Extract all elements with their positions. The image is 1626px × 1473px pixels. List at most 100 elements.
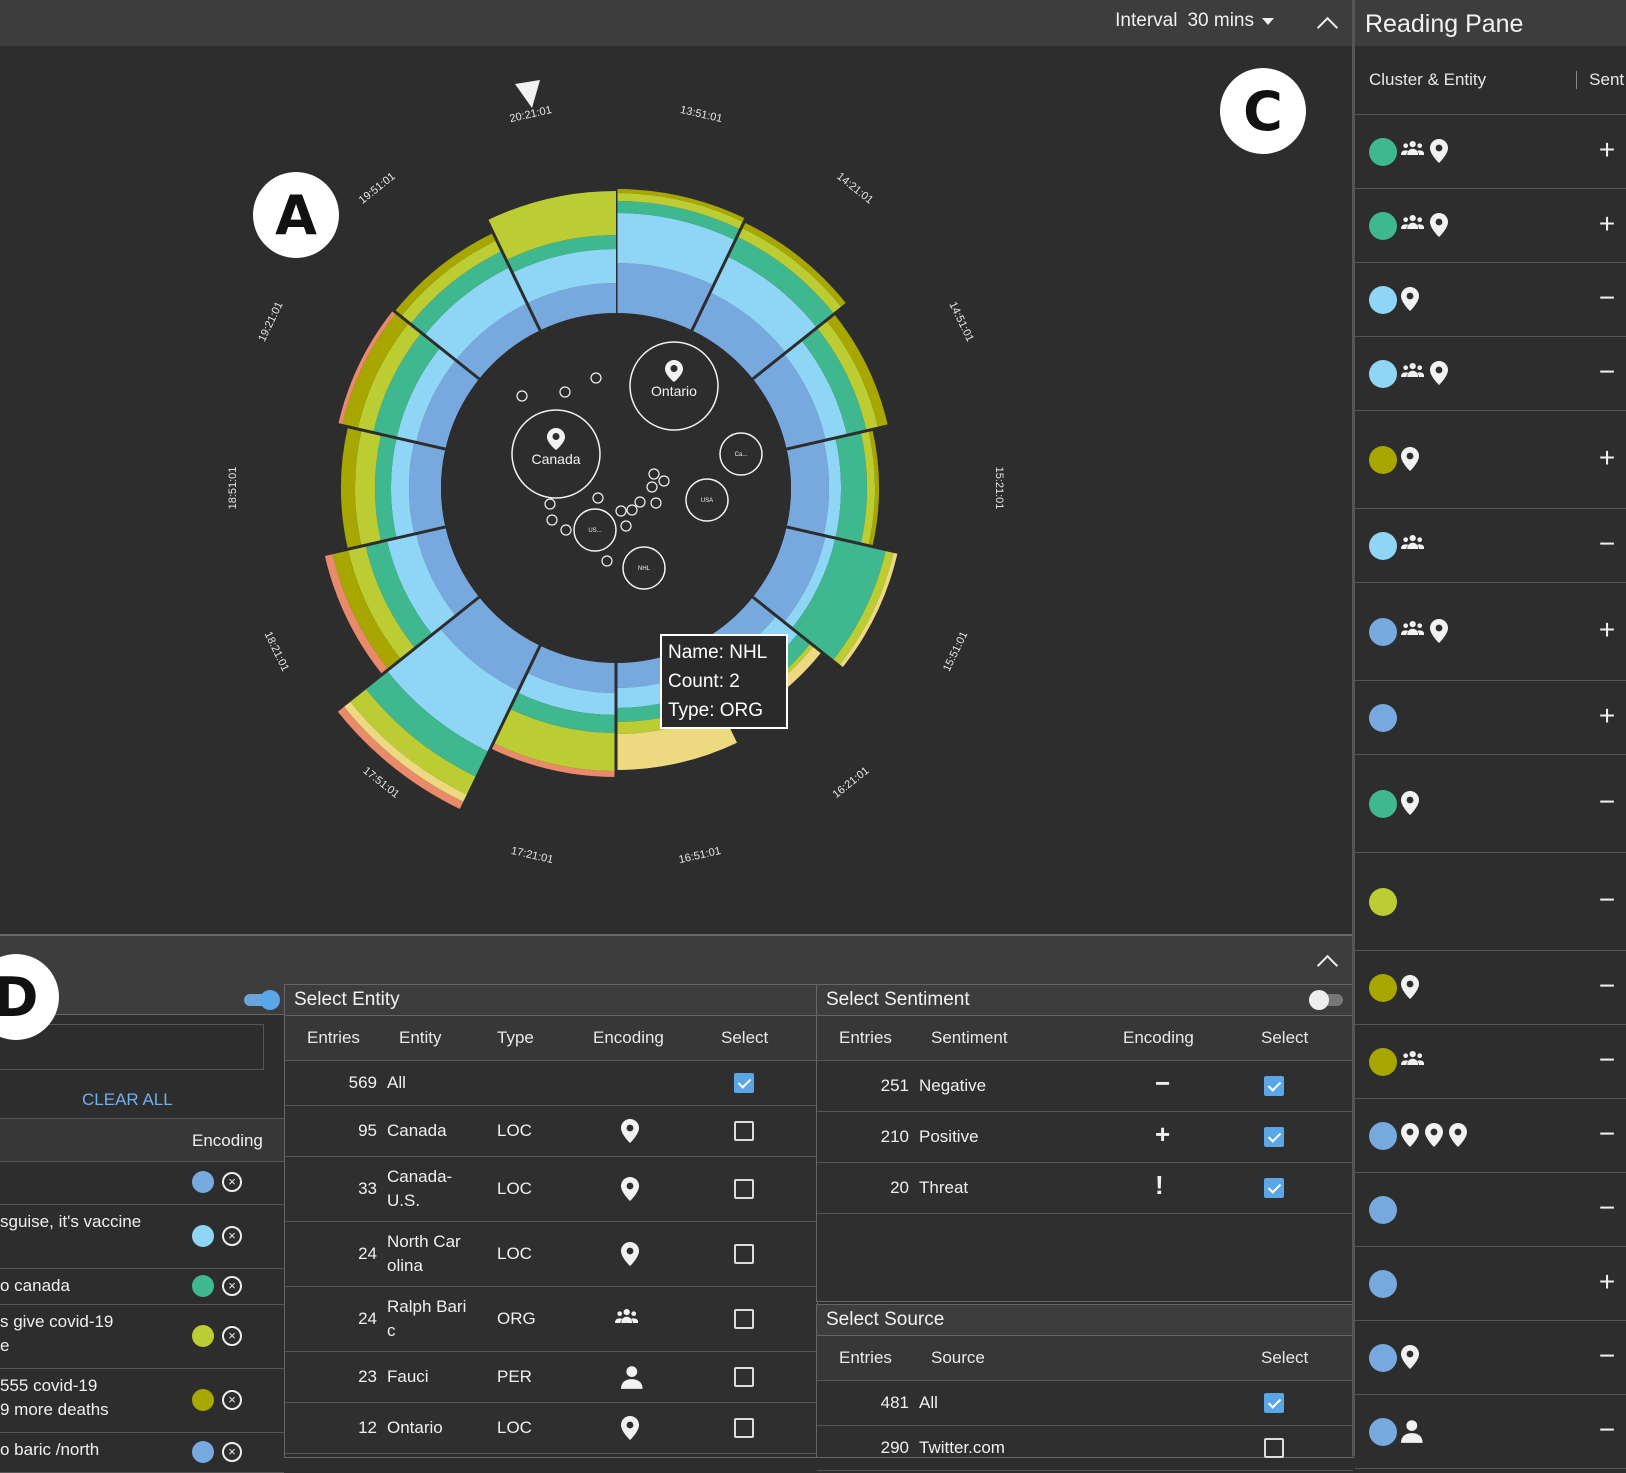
radial-segment[interactable] [691, 292, 786, 379]
sentiment-select-checkbox[interactable] [1264, 1127, 1284, 1147]
radial-segment[interactable] [517, 672, 616, 715]
entity-bubble-small[interactable] [546, 514, 558, 526]
entity-bubble-small[interactable] [590, 372, 602, 384]
radial-segment[interactable] [409, 441, 446, 535]
radial-segment[interactable] [616, 193, 744, 230]
sentiment-row[interactable]: 210 Positive + [817, 1112, 1353, 1163]
entity-row[interactable]: 12 Ontario LOC [285, 1403, 817, 1454]
radial-segment[interactable] [784, 340, 848, 441]
radial-segment[interactable] [860, 430, 875, 546]
reading-pane-row[interactable]: − [1355, 1321, 1626, 1395]
sentiment-select-checkbox[interactable] [1264, 1076, 1284, 1096]
entity-bubble[interactable]: NHL [622, 546, 666, 590]
radial-segment[interactable] [826, 314, 889, 429]
entity-bubble[interactable]: USA [685, 478, 729, 522]
reading-pane-row[interactable]: − [1355, 509, 1626, 583]
reading-pane-row[interactable]: + [1355, 411, 1626, 509]
radial-segment[interactable] [455, 303, 541, 379]
entity-bubble[interactable]: Canada [511, 409, 601, 499]
radial-segment[interactable] [727, 236, 835, 328]
cluster-row[interactable]: o baric /north × [0, 1432, 284, 1473]
collapse-chevron-icon[interactable] [1316, 954, 1339, 977]
entity-bubble-small[interactable] [544, 498, 556, 510]
cluster-row[interactable]: 555 covid-19 9 more deaths × [0, 1368, 284, 1433]
reading-pane-row[interactable]: − [1355, 1395, 1626, 1469]
radial-segment[interactable] [416, 360, 480, 450]
reading-pane-row[interactable]: − [1355, 755, 1626, 853]
source-row[interactable]: 290 Twitter.com [817, 1426, 1353, 1471]
reading-pane-row[interactable]: − [1355, 1025, 1626, 1099]
radial-segment[interactable] [410, 251, 510, 336]
entity-row[interactable]: 23 Fauci PER [285, 1352, 817, 1403]
radial-segment[interactable] [487, 191, 616, 261]
reading-pane-row[interactable]: + [1355, 583, 1626, 681]
radial-segment[interactable] [354, 429, 382, 547]
radial-segment[interactable] [786, 440, 830, 536]
cluster-search-input[interactable] [0, 1024, 264, 1070]
radial-segment[interactable] [506, 235, 616, 273]
radial-segment[interactable] [868, 429, 879, 547]
radial-segment[interactable] [832, 549, 894, 666]
radial-segment[interactable] [440, 597, 541, 691]
radial-segment[interactable] [527, 283, 616, 331]
radial-segment[interactable] [752, 353, 826, 450]
radial-segment[interactable] [791, 538, 887, 661]
entity-bubble-small[interactable] [650, 497, 662, 509]
entity-row[interactable]: 24 Ralph Bari c ORG [285, 1287, 817, 1352]
entity-select-checkbox[interactable] [734, 1073, 754, 1093]
sentiment-select-checkbox[interactable] [1264, 1178, 1284, 1198]
radial-segment[interactable] [838, 551, 898, 669]
remove-cluster-icon[interactable]: × [222, 1276, 242, 1296]
reading-pane-row[interactable]: + [1355, 681, 1626, 755]
entity-bubble-small[interactable] [646, 481, 658, 493]
radial-segment[interactable] [823, 437, 841, 539]
dropdown-caret-icon[interactable] [1262, 17, 1274, 25]
entity-bubble-small[interactable] [516, 390, 528, 402]
entity-row[interactable]: 33 Canada- U.S. LOC [285, 1157, 817, 1222]
radial-segment[interactable] [386, 628, 519, 752]
radial-segment[interactable] [710, 256, 817, 353]
radial-segment[interactable] [390, 437, 415, 539]
reading-pane-row[interactable]: + [1355, 115, 1626, 189]
radial-segment[interactable] [784, 535, 836, 629]
entity-row[interactable]: 569 All [285, 1061, 817, 1106]
source-select-checkbox[interactable] [1264, 1393, 1284, 1413]
collapse-chevron-icon[interactable] [1316, 16, 1339, 39]
radial-segment[interactable] [816, 320, 879, 431]
radial-segment[interactable] [400, 240, 502, 325]
radial-segment[interactable] [616, 213, 736, 286]
sentiment-row[interactable]: 251 Negative − [817, 1061, 1353, 1112]
entity-bubble-small[interactable] [615, 505, 627, 517]
radial-segment[interactable] [338, 310, 397, 426]
radial-segment[interactable] [357, 322, 422, 433]
radial-segment[interactable] [527, 645, 616, 693]
interval-selector[interactable]: Interval 30 mins [1115, 10, 1274, 32]
radial-segment[interactable] [741, 222, 847, 308]
radial-segment[interactable] [347, 545, 416, 660]
radial-segment[interactable] [737, 227, 842, 315]
reading-pane-row[interactable]: − [1355, 853, 1626, 951]
remove-cluster-icon[interactable]: × [222, 1390, 242, 1410]
entity-bubble-small[interactable] [648, 468, 660, 480]
radial-segment[interactable] [342, 312, 409, 430]
time-pointer-icon[interactable] [515, 80, 540, 108]
entity-bubble-small[interactable] [559, 386, 571, 398]
cluster-row[interactable]: sguise, it's vaccine × [0, 1204, 284, 1269]
radial-segment[interactable] [835, 432, 868, 544]
clear-all-button[interactable]: CLEAR ALL [82, 1090, 173, 1109]
radial-segment[interactable] [373, 332, 441, 438]
entity-row[interactable]: 24 North Car olina LOC [285, 1222, 817, 1287]
radial-segment[interactable] [424, 267, 528, 361]
radial-segment[interactable] [396, 347, 456, 443]
radial-segment[interactable] [365, 540, 433, 649]
cluster-row[interactable]: × [0, 1160, 284, 1205]
radial-segment[interactable] [365, 670, 489, 778]
radial-segment[interactable] [349, 688, 477, 796]
entity-bubble-small[interactable] [592, 492, 604, 504]
radial-segment[interactable] [374, 434, 397, 542]
remove-cluster-icon[interactable]: × [222, 1226, 242, 1246]
reading-pane-row[interactable]: − [1355, 1173, 1626, 1247]
entity-select-checkbox[interactable] [734, 1121, 754, 1141]
entity-bubble-small[interactable] [560, 524, 572, 536]
radial-segment[interactable] [493, 708, 616, 772]
